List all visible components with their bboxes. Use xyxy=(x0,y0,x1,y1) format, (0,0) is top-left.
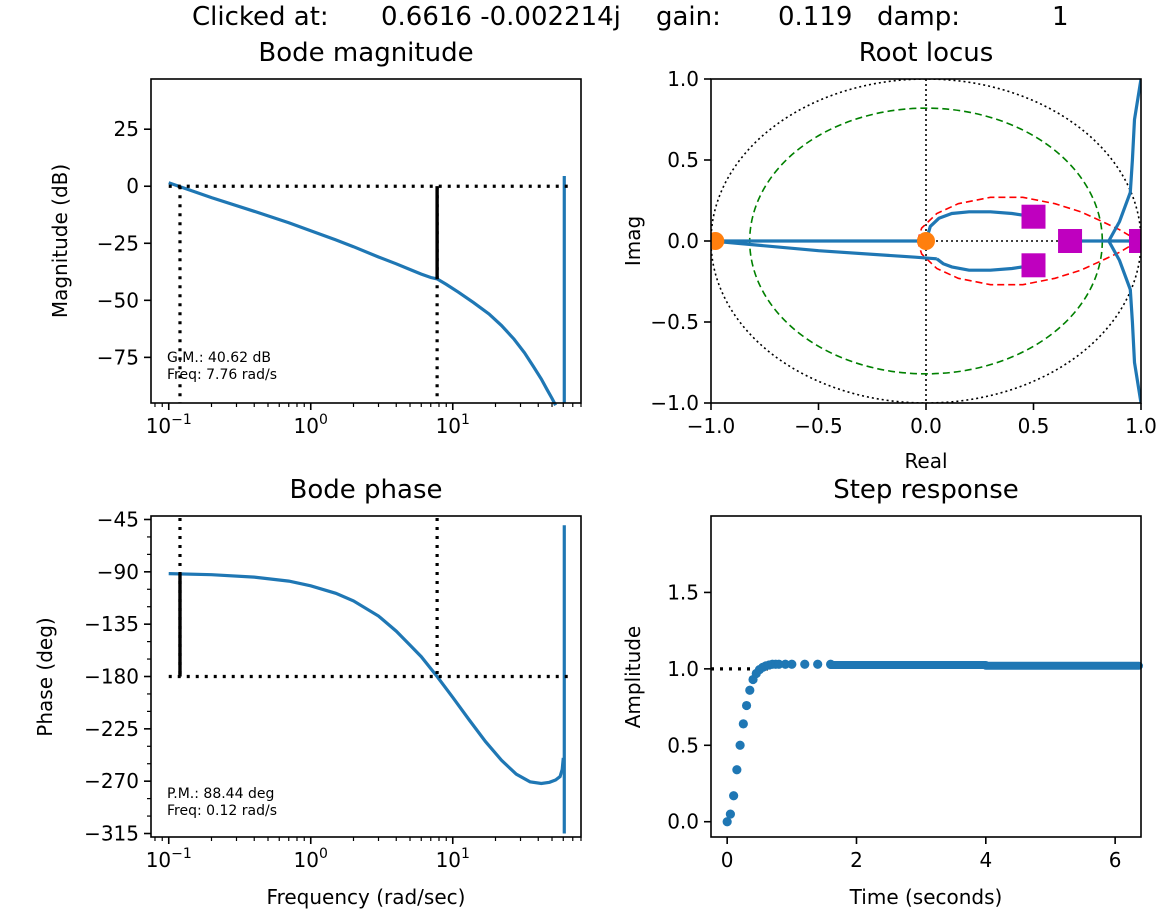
bode-phase-xtick-label: 101 xyxy=(436,846,470,872)
bode-phase-ytick-label: −180 xyxy=(84,665,139,689)
step-point xyxy=(725,809,735,819)
root-locus-xtick-label: 1.0 xyxy=(1125,414,1157,438)
step-point xyxy=(774,659,784,669)
clicked-value: 0.6616 -0.002214j xyxy=(381,2,621,32)
step-response-axes[interactable]: Step response 0.0 0.5 1.0 1.5 0 2 4 6 Time (secon… xyxy=(621,475,1143,909)
bode-magnitude-frame xyxy=(150,78,582,404)
bode-magnitude-title: Bode magnitude xyxy=(258,38,473,68)
closed-loop-pole-marker xyxy=(1058,229,1083,253)
bode-phase-ytick-label: −135 xyxy=(84,612,139,636)
gain-label: gain: xyxy=(656,2,721,32)
root-locus-ylabel: Imag xyxy=(621,216,645,266)
bode-magnitude-ytick-label: 0 xyxy=(126,174,139,198)
bode-magnitude-ytick-label: −75 xyxy=(97,345,139,369)
root-locus-ytick-label: 1.0 xyxy=(667,67,699,91)
step-point xyxy=(826,659,836,669)
step-point xyxy=(800,659,810,669)
step-point xyxy=(780,659,790,669)
root-locus-axes[interactable]: Root locus 1.0 0.5 0.0 −0.5 −1.0−1.0 −0.5 0.0 0.… xyxy=(621,38,1157,473)
root-locus-xtick-label: −0.5 xyxy=(794,414,843,438)
root-locus-ytick-label: −1.0 xyxy=(650,391,699,415)
step-point xyxy=(787,659,797,669)
bode-magnitude-xtick-label: 101 xyxy=(436,412,470,438)
bode-phase-xtick-label: 10−1 xyxy=(146,846,192,872)
locus-branch-right-lobe xyxy=(1106,79,1141,403)
step-response-ytick-label: 1.0 xyxy=(667,657,699,681)
step-point xyxy=(741,700,752,711)
step-point xyxy=(813,659,823,669)
root-locus-xtick-label: 0.0 xyxy=(910,414,942,438)
bode-phase-ytick-label: −270 xyxy=(84,769,139,793)
step-response-xtick-label: 6 xyxy=(1109,848,1122,872)
bode-magnitude-ylabel: Magnitude (dB) xyxy=(48,164,72,318)
bode-phase-ylabel: Phase (deg) xyxy=(33,617,57,736)
bode-magnitude-axes[interactable]: Bode magnitude 25 0 −25 −50 −75 10−1 100 101 G.M.… xyxy=(48,38,582,438)
open-loop-pole-marker xyxy=(711,232,725,250)
step-response-xlabel: Time (seconds) xyxy=(849,885,1003,909)
gain-margin-frequency: Freq: 7.76 rad/s xyxy=(167,367,277,383)
step-response-ytick-label: 0.5 xyxy=(667,733,699,757)
step-response-ylabel: Amplitude xyxy=(621,626,645,729)
damp-label: damp: xyxy=(877,2,960,32)
root-locus-xtick-label: −1.0 xyxy=(687,414,736,438)
root-locus-plot-area xyxy=(711,79,1141,403)
root-locus-ytick-label: −0.5 xyxy=(650,310,699,334)
step-response-xtick-label: 2 xyxy=(850,848,863,872)
closed-loop-pole-marker xyxy=(1021,253,1046,278)
bode-phase-ytick-label: −90 xyxy=(97,560,139,584)
step-response-ytick-label: 0.0 xyxy=(667,810,699,834)
step-point xyxy=(745,685,755,695)
phase-margin-frequency: Freq: 0.12 rad/s xyxy=(167,803,277,819)
bode-phase-ytick-label: −225 xyxy=(84,717,139,741)
step-response-title: Step response xyxy=(833,475,1019,505)
bode-phase-xtick-label: 100 xyxy=(294,846,328,872)
bode-phase-xlabel: Frequency (rad/sec) xyxy=(267,885,466,909)
step-response-xtick-label: 0 xyxy=(721,848,734,872)
root-locus-ytick-label: 0.0 xyxy=(667,229,699,253)
phase-margin-annotation: P.M.: 88.44 deg xyxy=(167,786,274,802)
step-response-ytick-label: 1.5 xyxy=(667,580,699,604)
bode-magnitude-ytick-label: −50 xyxy=(97,288,139,312)
clicked-label: Clicked at: xyxy=(192,2,329,32)
step-point xyxy=(729,791,739,801)
phase-curve xyxy=(168,572,565,786)
step-point xyxy=(732,765,742,775)
bode-phase-frame xyxy=(150,515,582,838)
step-point xyxy=(735,740,745,750)
bode-phase-ytick-label: −45 xyxy=(97,507,139,531)
step-response-xtick-label: 4 xyxy=(979,848,992,872)
locus-branch-lower xyxy=(935,257,1034,272)
open-loop-pole-marker xyxy=(917,232,935,250)
root-locus-xtick-label: 0.5 xyxy=(1018,414,1050,438)
bode-magnitude-ytick-label: −25 xyxy=(97,231,139,255)
step-response-frame xyxy=(710,515,1142,838)
damp-value: 1 xyxy=(1052,2,1069,32)
step-point xyxy=(738,719,748,729)
step-point xyxy=(722,817,732,827)
bode-magnitude-xtick-label: 10−1 xyxy=(146,412,192,438)
bode-magnitude-xtick-label: 100 xyxy=(294,412,328,438)
gain-margin-annotation: G.M.: 40.62 dB xyxy=(167,350,271,366)
closed-loop-pole-marker xyxy=(1129,229,1141,253)
bode-phase-axes[interactable]: Bode phase −45 −90 −135 −180 −225 −270 −315 10−1… xyxy=(33,475,582,909)
root-locus-title: Root locus xyxy=(859,38,994,68)
bode-phase-title: Bode phase xyxy=(290,475,443,505)
bode-phase-ytick-label: −315 xyxy=(84,822,139,846)
gain-value: 0.119 xyxy=(778,2,852,32)
locus-branch-lower-left xyxy=(717,239,937,261)
locus-branch-upper xyxy=(924,210,1034,242)
root-locus-ytick-label: 0.5 xyxy=(667,148,699,172)
bode-magnitude-ytick-label: 25 xyxy=(114,117,139,141)
closed-loop-pole-marker xyxy=(1021,204,1046,229)
root-locus-frame xyxy=(710,78,1142,404)
root-locus-xlabel: Real xyxy=(904,449,947,473)
